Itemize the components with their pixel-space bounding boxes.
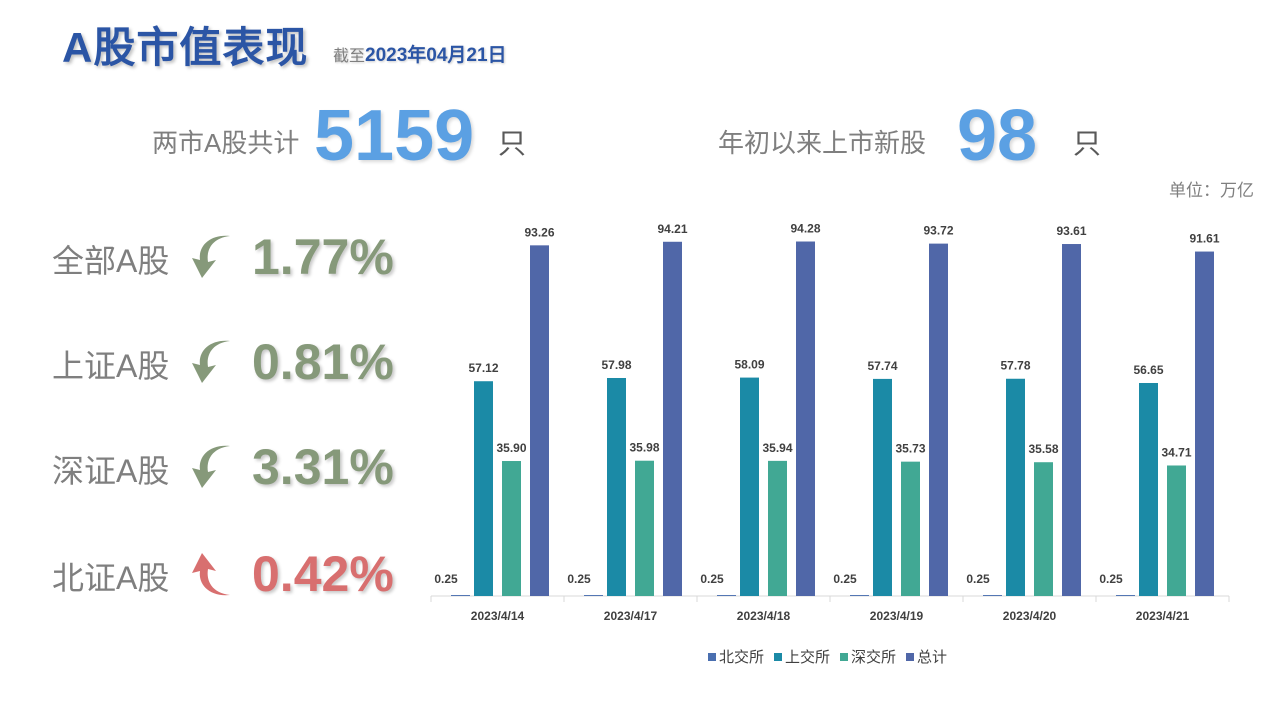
bar-1-1 [451,595,470,596]
perf-row-sz-a: 深证A股 3.31% [52,438,412,498]
bar-4-5 [1062,244,1081,596]
unit-note: 单位：万亿 [1169,181,1254,200]
legend-swatch [774,652,783,661]
x-tick-label: 2023/4/21 [1136,609,1190,623]
x-tick-label: 2023/4/18 [737,609,791,623]
data-label: 58.09 [734,358,764,372]
chart-legend: 北交所 上交所 深交所 总计 [708,646,947,667]
data-label: 0.25 [434,572,458,586]
data-label: 56.65 [1133,363,1163,377]
perf-label: 北证A股 [52,560,170,596]
data-label: 93.72 [923,224,953,238]
data-label: 57.74 [867,359,897,373]
legend-swatch [840,652,849,661]
data-label: 35.58 [1028,442,1058,456]
new-listings-label: 年初以来上市新股 [718,128,927,158]
data-label: 93.26 [524,225,554,239]
total-stocks-value: 5159 [314,96,475,176]
x-tick-label: 2023/4/14 [471,609,525,623]
data-label: 57.12 [468,361,498,375]
as-of-date-value: 2023年04月21日 [365,45,507,66]
legend-item-bse: 北交所 [708,646,764,667]
data-label: 0.25 [966,572,990,586]
bar-4-4 [929,243,948,596]
as-of-date: 截至2023年04月21日 [333,40,507,67]
data-label: 35.94 [762,441,792,455]
bar-2-3 [740,377,759,596]
market-cap-bar-chart: 0.25 57.12 35.90 93.26 2023/4/14 0.25 57.98 35.… [430,222,1230,623]
bar-1-2 [584,595,603,596]
bar-3-6 [1167,465,1186,596]
legend-item-sse: 上交所 [774,646,830,667]
bar-4-1 [530,245,549,596]
legend-swatch [906,652,915,661]
new-listings-value: 98 [957,96,1038,176]
data-label: 34.71 [1161,445,1191,459]
bar-4-3 [796,241,815,596]
bar-1-3 [717,595,736,596]
data-label: 35.90 [496,441,526,455]
new-listings-unit: 只 [1073,128,1102,159]
bar-3-1 [502,461,521,596]
bar-3-5 [1034,462,1053,596]
up-arrow-icon [192,553,230,596]
bar-1-5 [983,595,1002,596]
down-arrow-icon [192,235,230,278]
bar-1-4 [850,595,869,596]
bar-1-6 [1116,595,1135,596]
bar-2-2 [607,377,626,596]
data-label: 57.98 [601,358,631,372]
data-label: 0.25 [1099,572,1123,586]
legend-item-szse: 深交所 [840,646,896,667]
perf-value: 0.81% [252,334,394,390]
bar-2-1 [474,381,493,596]
x-tick-label: 2023/4/19 [870,609,924,623]
perf-row-sh-a: 上证A股 0.81% [52,333,412,393]
x-tick-label: 2023/4/20 [1003,609,1057,623]
bar-4-6 [1195,251,1214,597]
data-label: 93.61 [1056,224,1086,238]
bar-3-3 [768,460,787,596]
as-of-prefix: 截至 [333,48,366,65]
data-label: 0.25 [700,572,724,586]
legend-label: 上交所 [785,649,831,666]
legend-label: 深交所 [851,649,897,666]
data-label: 94.21 [657,222,687,236]
data-label: 94.28 [790,222,820,236]
total-stocks-unit: 只 [498,128,527,159]
bar-2-6 [1139,382,1158,596]
legend-label: 北交所 [719,649,765,666]
total-stocks-label: 两市A股共计 [152,128,300,158]
data-label: 0.25 [833,572,857,586]
perf-value: 1.77% [252,229,394,285]
perf-label: 深证A股 [52,453,170,489]
bar-3-4 [901,461,920,596]
legend-item-total: 总计 [906,646,947,667]
legend-swatch [708,652,716,661]
bar-3-2 [635,460,654,596]
perf-value: 3.31% [252,439,394,495]
data-label: 35.73 [895,442,925,456]
perf-row-bj-a: 北证A股 0.42% [52,545,412,605]
down-arrow-icon [192,445,230,488]
data-label: 91.61 [1189,232,1219,246]
bar-2-5 [1006,378,1025,596]
perf-label: 全部A股 [52,243,170,279]
perf-label: 上证A股 [52,348,170,384]
x-tick-label: 2023/4/17 [604,609,658,623]
bar-2-4 [873,378,892,596]
bar-4-2 [663,241,682,597]
legend-label: 总计 [917,649,948,666]
perf-value: 0.42% [252,546,394,602]
data-label: 35.98 [629,441,659,455]
data-label: 0.25 [567,572,591,586]
perf-row-all-a: 全部A股 1.77% [52,228,412,288]
down-arrow-icon [192,340,230,383]
data-label: 57.78 [1000,359,1030,373]
page-title: A股市值表现 [62,24,309,71]
